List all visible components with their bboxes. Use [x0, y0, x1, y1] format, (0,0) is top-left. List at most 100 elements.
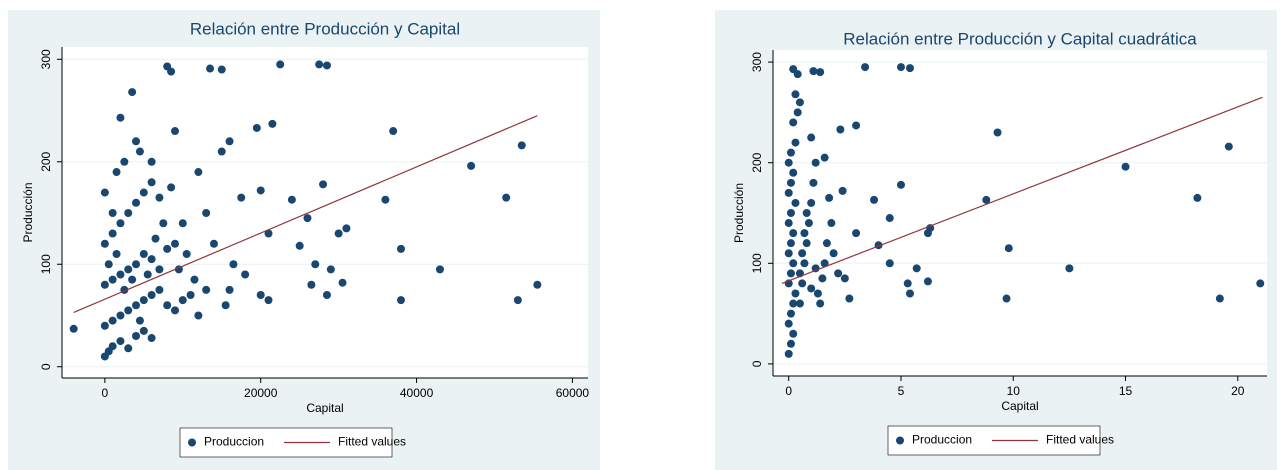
point	[1002, 294, 1011, 303]
point	[804, 219, 813, 228]
point	[793, 70, 802, 79]
point	[791, 289, 800, 298]
chart: Relación entre Producción y Capital 0 100 2…	[8, 10, 600, 470]
y-tick-label: 0	[750, 360, 764, 367]
legend-label: Fitted values	[338, 435, 406, 449]
point	[322, 290, 331, 299]
point	[838, 186, 847, 195]
point	[132, 301, 141, 310]
point	[861, 63, 870, 72]
point	[159, 219, 168, 228]
point	[789, 168, 798, 177]
point	[827, 219, 836, 228]
point	[836, 125, 845, 134]
point	[800, 259, 809, 268]
chart-title: Relación entre Producción y Capital	[190, 19, 460, 38]
chart-title: Relación entre Producción y Capital cuad…	[843, 29, 1197, 48]
point	[194, 168, 203, 177]
point	[132, 198, 141, 207]
point	[287, 195, 296, 204]
x-tick-label: 40000	[400, 386, 434, 400]
point	[276, 60, 285, 69]
plot-area	[62, 47, 588, 378]
point	[809, 67, 818, 76]
point	[923, 229, 932, 238]
point	[132, 331, 141, 340]
y-tick-label: 200	[39, 151, 53, 171]
point	[435, 265, 444, 274]
point	[1193, 193, 1202, 202]
point	[100, 188, 109, 197]
point	[155, 193, 164, 202]
point	[852, 121, 861, 130]
point	[786, 309, 795, 318]
fitted-line	[73, 115, 538, 313]
point	[241, 270, 250, 279]
point	[798, 249, 807, 258]
x-tick-label: 0	[102, 386, 109, 400]
x-axis-label: Capital	[1001, 399, 1038, 413]
point	[100, 239, 109, 248]
point	[295, 241, 304, 250]
point	[116, 311, 125, 320]
point	[209, 239, 218, 248]
point	[517, 141, 526, 150]
point	[69, 324, 78, 333]
point	[784, 188, 793, 197]
point	[786, 148, 795, 157]
point	[264, 296, 273, 305]
point	[147, 178, 156, 187]
point	[396, 296, 405, 305]
point	[112, 250, 121, 259]
point	[793, 108, 802, 117]
point	[319, 180, 328, 189]
point	[311, 260, 320, 269]
point	[182, 250, 191, 259]
point	[816, 68, 825, 77]
point	[143, 270, 152, 279]
point	[834, 269, 843, 278]
point	[896, 180, 905, 189]
point	[829, 249, 838, 258]
point	[147, 290, 156, 299]
point	[791, 90, 800, 99]
point	[108, 342, 117, 351]
point	[256, 186, 265, 195]
point	[116, 113, 125, 122]
y-tick-label: 100	[750, 253, 764, 273]
point	[903, 279, 912, 288]
point	[170, 127, 179, 136]
legend-swatch	[896, 436, 904, 445]
chart: Relación entre Producción y Capital cuad…	[715, 10, 1277, 470]
point	[811, 158, 820, 167]
point	[178, 296, 187, 305]
point	[116, 219, 125, 228]
point	[147, 334, 156, 343]
point	[784, 349, 793, 358]
point	[1065, 264, 1074, 273]
point	[221, 301, 230, 310]
point	[381, 195, 390, 204]
point	[923, 277, 932, 286]
y-tick-label: 300	[39, 49, 53, 69]
point	[108, 275, 117, 284]
point	[229, 260, 238, 269]
y-tick-label: 100	[39, 254, 53, 274]
point	[389, 127, 398, 136]
point	[822, 239, 831, 248]
point	[116, 337, 125, 346]
y-tick-label: 200	[750, 152, 764, 172]
point	[217, 65, 226, 74]
point	[124, 209, 133, 218]
point	[342, 224, 351, 233]
point	[784, 249, 793, 258]
point	[139, 326, 148, 335]
point	[396, 244, 405, 253]
point	[784, 158, 793, 167]
point	[264, 229, 273, 238]
point	[139, 188, 148, 197]
point	[124, 265, 133, 274]
point	[178, 219, 187, 228]
point	[1256, 279, 1265, 288]
point	[100, 321, 109, 330]
